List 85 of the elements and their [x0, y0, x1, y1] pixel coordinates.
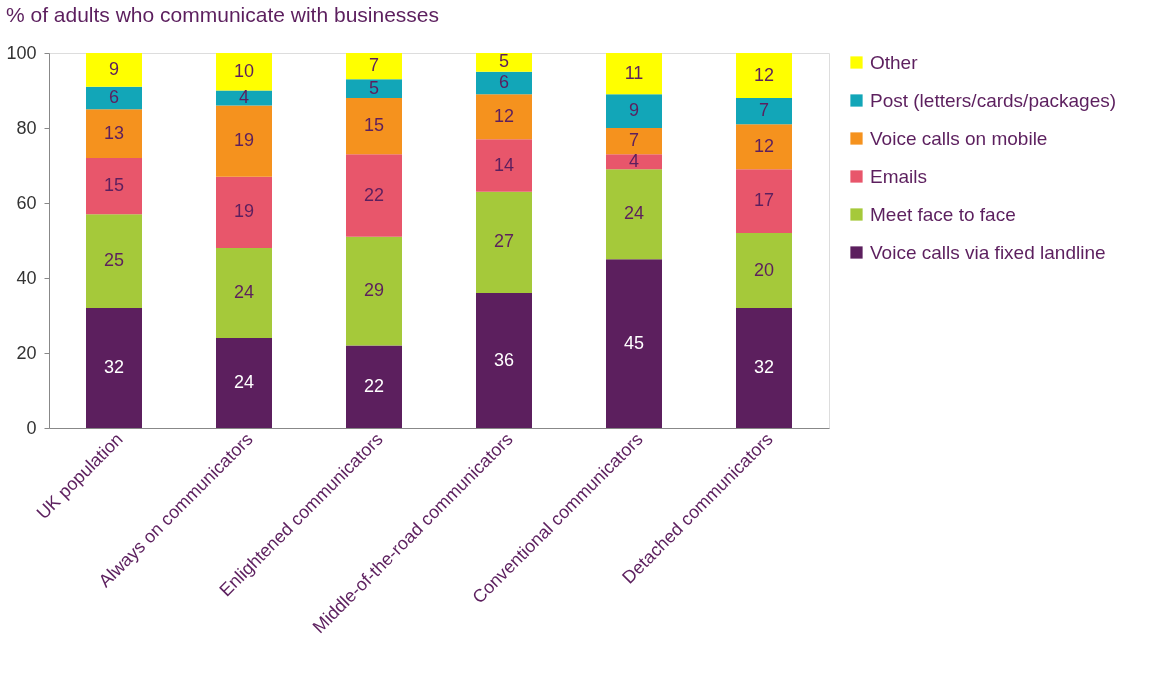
data-label: 17: [753, 190, 775, 211]
legend-label: Voice calls via fixed landline: [870, 241, 1106, 263]
bar: [736, 233, 792, 308]
y-tick-label: 20: [16, 342, 37, 363]
bar: [606, 169, 662, 260]
data-label: 20: [753, 259, 775, 280]
bar: [86, 109, 142, 158]
bar: [346, 79, 402, 98]
data-label: 7: [628, 130, 640, 151]
data-label: 27: [493, 231, 515, 252]
data-label: 12: [493, 105, 515, 126]
bar: [216, 248, 272, 338]
legend-label: Emails: [870, 165, 928, 187]
data-label: 29: [363, 280, 385, 301]
data-label: 24: [233, 372, 255, 392]
bar: [606, 53, 662, 95]
bar: [476, 139, 532, 192]
y-tick-label: 0: [26, 417, 37, 438]
chart-title: % of adults who communicate with businesses: [5, 3, 440, 26]
data-label: 14: [493, 154, 515, 175]
bar: [476, 94, 532, 140]
data-label: 24: [233, 282, 255, 302]
data-label: 7: [758, 100, 770, 121]
bar: [476, 53, 532, 72]
data-label: 4: [238, 87, 250, 107]
y-tick-label: 80: [16, 117, 37, 138]
bar: [476, 191, 532, 293]
bar: [346, 154, 402, 237]
bar: [606, 128, 662, 155]
bar: [86, 214, 142, 308]
bar: [216, 338, 272, 428]
data-label: 4: [628, 150, 640, 171]
data-label: 5: [368, 77, 380, 98]
data-label: 15: [363, 115, 385, 136]
data-label: 19: [233, 201, 255, 222]
data-label: 12: [753, 135, 775, 156]
data-label: 5: [498, 51, 510, 72]
bar: [346, 98, 402, 155]
data-label: 10: [233, 60, 255, 81]
data-label: 11: [624, 62, 644, 83]
legend-label: Voice calls on mobile: [870, 127, 1048, 149]
bar: [216, 105, 272, 177]
legend-label: Other: [870, 51, 919, 73]
data-label: 12: [753, 64, 775, 85]
y-tick-label: 100: [6, 42, 37, 63]
data-label: 45: [623, 332, 645, 353]
data-label: 25: [103, 250, 125, 271]
data-label: 24: [623, 203, 645, 224]
legend-label: Post (letters/cards/packages): [870, 89, 1117, 111]
bar: [346, 345, 402, 428]
bar: [606, 259, 662, 428]
bar: [216, 53, 272, 91]
bar: [216, 90, 272, 106]
data-label: 7: [368, 55, 380, 76]
data-label: 22: [363, 184, 385, 205]
data-label: 9: [108, 58, 120, 79]
bar: [736, 308, 792, 428]
bar: [606, 154, 662, 170]
data-label: 32: [753, 357, 775, 377]
y-tick-label: 40: [16, 267, 37, 288]
data-label: 36: [493, 349, 515, 370]
bar: [346, 236, 402, 346]
data-label: 22: [363, 375, 385, 396]
bar: [476, 293, 532, 428]
bar: [736, 169, 792, 233]
bar: [86, 308, 142, 428]
bar: [86, 158, 142, 215]
bar: [216, 176, 272, 248]
bar: [476, 71, 532, 95]
data-label: 9: [628, 100, 640, 121]
bar: [736, 98, 792, 125]
legend-label: Meet face to face: [870, 203, 1016, 225]
data-label: 15: [103, 175, 125, 196]
data-label: 13: [103, 122, 125, 143]
y-tick-label: 60: [16, 192, 37, 213]
bar: [86, 86, 142, 110]
data-label: 6: [498, 72, 510, 92]
bar: [86, 53, 142, 87]
bar: [346, 53, 402, 80]
data-label: 19: [233, 130, 255, 151]
data-label: 6: [108, 87, 120, 107]
bar: [736, 53, 792, 98]
bar: [606, 94, 662, 128]
data-label: 32: [103, 357, 125, 377]
bar: [736, 124, 792, 170]
